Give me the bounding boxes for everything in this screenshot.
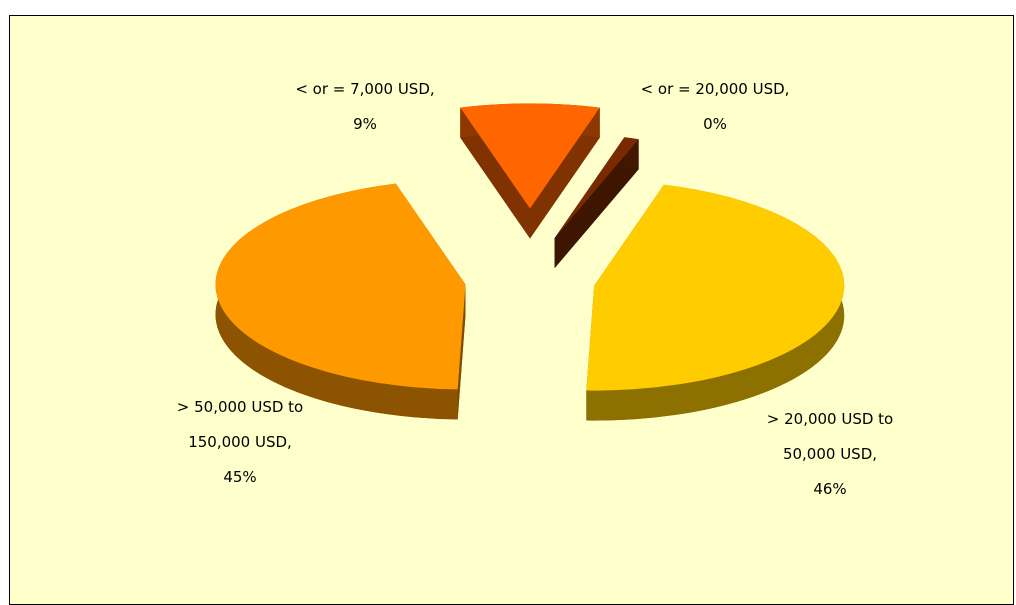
slice-side (554, 139, 639, 269)
category-label: < or = 7,000 USD, (295, 80, 435, 98)
slice (460, 103, 600, 209)
value-label: 0% (703, 115, 727, 133)
value-label: 45% (223, 468, 257, 486)
value-label: 46% (813, 480, 847, 498)
slice (586, 184, 845, 391)
value-label: 9% (353, 115, 377, 133)
slice-side (460, 107, 530, 239)
data-label: > 50,000 USD to 150,000 USD, 45% (150, 390, 330, 495)
category-label: < or = 20,000 USD, (640, 80, 790, 98)
data-label: < or = 7,000 USD, 9% (255, 72, 475, 142)
slice (215, 183, 466, 390)
slice-side (457, 284, 466, 420)
category-label: > 20,000 USD to 50,000 USD, (766, 410, 894, 463)
pie-canvas (215, 103, 845, 421)
data-label: < or = 20,000 USD, 0% (605, 72, 825, 142)
chart: < or = 7,000 USD, 9% < or = 20,000 USD, 0% >… (9, 15, 1014, 605)
slice (554, 137, 639, 239)
slice-side (530, 107, 600, 239)
category-label: > 50,000 USD to 150,000 USD, (176, 398, 304, 451)
data-label: > 20,000 USD to 50,000 USD, 46% (745, 402, 915, 507)
